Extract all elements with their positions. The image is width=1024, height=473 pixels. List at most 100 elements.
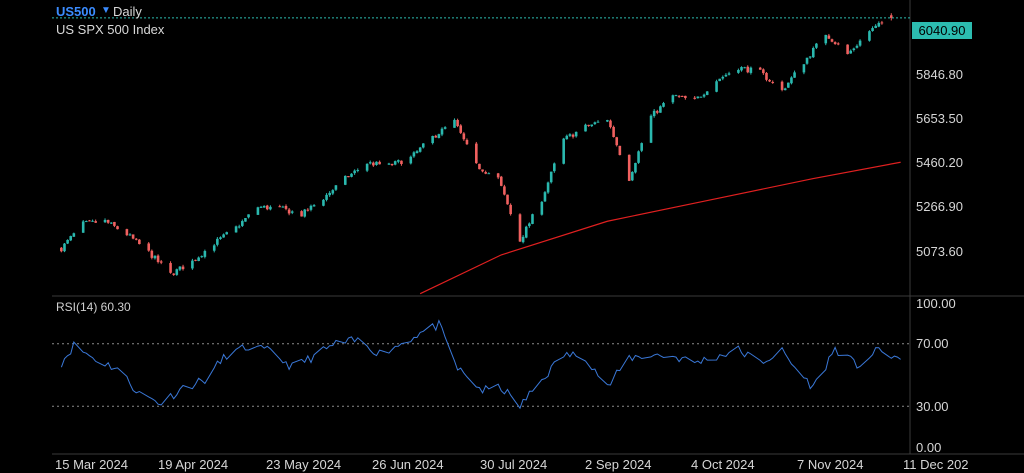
candle-body: [836, 43, 840, 45]
candle-body: [808, 56, 812, 58]
candle-body: [434, 135, 438, 138]
x-tick-label: 26 Jun 2024: [372, 457, 444, 472]
rsi-line: [60, 319, 901, 410]
candle-body: [390, 163, 394, 166]
candle-body: [615, 137, 619, 146]
candle-body: [506, 194, 509, 205]
candle-body: [156, 255, 160, 262]
candle-body: [612, 126, 615, 137]
candle-body: [780, 81, 784, 90]
candle-body: [762, 69, 765, 74]
candle-body: [128, 234, 132, 236]
x-tick-label: 23 May 2024: [266, 457, 342, 472]
candle-body: [783, 88, 787, 91]
candle-body: [811, 48, 815, 58]
candle-body: [378, 161, 381, 165]
candle-body: [758, 67, 762, 70]
candle-body: [830, 39, 834, 42]
caret-down-icon[interactable]: ▼: [101, 5, 111, 16]
candle-body: [312, 205, 316, 207]
candle-body: [418, 147, 422, 152]
candle-body: [724, 74, 728, 77]
x-tick-label: 15 Mar 2024: [55, 457, 128, 472]
candle-body: [409, 156, 413, 164]
candle-body: [269, 206, 272, 210]
candle-body: [609, 120, 612, 128]
moving-average-line: [419, 161, 901, 295]
candle-body: [858, 40, 862, 46]
candle-body: [375, 161, 378, 165]
candle-body: [113, 221, 116, 226]
candle-body: [880, 22, 884, 24]
candle-body: [680, 95, 684, 97]
candle-body: [846, 44, 849, 55]
candle-body: [309, 205, 313, 210]
candle-body: [715, 81, 718, 92]
candle-body: [159, 261, 163, 263]
candle-body: [353, 170, 356, 174]
candle-body: [222, 234, 225, 238]
candle-body: [350, 173, 353, 177]
symbol-label[interactable]: US500: [56, 4, 96, 19]
candle-body: [793, 72, 796, 78]
interval-label[interactable]: Daily: [113, 4, 142, 19]
candle-body: [702, 94, 706, 97]
candle-body: [824, 34, 828, 44]
candle-body: [178, 266, 182, 270]
candle-body: [134, 238, 138, 240]
candle-body: [287, 209, 291, 214]
candle-body: [874, 25, 877, 28]
candle-body: [131, 234, 135, 239]
candle-body: [72, 233, 76, 237]
candle-body: [787, 82, 790, 88]
candle-body: [771, 81, 775, 83]
x-tick-label: 7 Nov 2024: [797, 457, 864, 472]
candle-body: [138, 239, 141, 245]
candle-body: [191, 260, 194, 269]
candle-body: [169, 263, 172, 273]
candle-body: [94, 221, 97, 223]
candle-body: [503, 186, 506, 195]
candle-body: [693, 97, 697, 99]
candle-body: [234, 226, 238, 233]
candle-body: [125, 229, 129, 236]
candle-body: [571, 134, 575, 137]
candle-body: [640, 143, 643, 151]
last-price-tag: 6040.90: [912, 22, 972, 39]
candle-body: [284, 206, 288, 209]
candle-body: [631, 171, 634, 181]
candle-body: [487, 173, 491, 175]
candle-body: [684, 95, 687, 98]
candle-body: [871, 28, 874, 31]
candle-body: [634, 162, 637, 173]
candle-body: [696, 96, 700, 99]
candle-body: [81, 221, 85, 233]
candle-body: [518, 214, 522, 242]
rsi-tick-label: 70.00: [916, 336, 949, 351]
candle-body: [175, 269, 179, 275]
candle-body: [216, 238, 219, 245]
candle-body: [322, 199, 325, 206]
candle-body: [618, 145, 622, 156]
candle-body: [437, 134, 441, 138]
candle-body: [718, 78, 721, 82]
candle-body: [662, 103, 665, 107]
candle-body: [300, 211, 303, 217]
candle-body: [546, 182, 550, 193]
y-tick-label: 5073.60: [916, 244, 963, 259]
candle-body: [549, 171, 553, 183]
candle-body: [727, 73, 731, 75]
candle-body: [372, 162, 375, 166]
candle-body: [849, 50, 853, 54]
candle-body: [259, 206, 263, 208]
x-tick-label: 11 Dec 202: [903, 457, 969, 472]
candle-body: [481, 169, 484, 172]
candle-body: [347, 176, 350, 178]
candle-body: [244, 218, 247, 222]
candle-body: [306, 209, 310, 211]
candle-body: [443, 127, 447, 129]
rsi-layer: [60, 319, 901, 410]
candle-body: [212, 245, 216, 251]
candle-body: [524, 226, 528, 238]
rsi-tick-label: 0.00: [916, 440, 942, 455]
